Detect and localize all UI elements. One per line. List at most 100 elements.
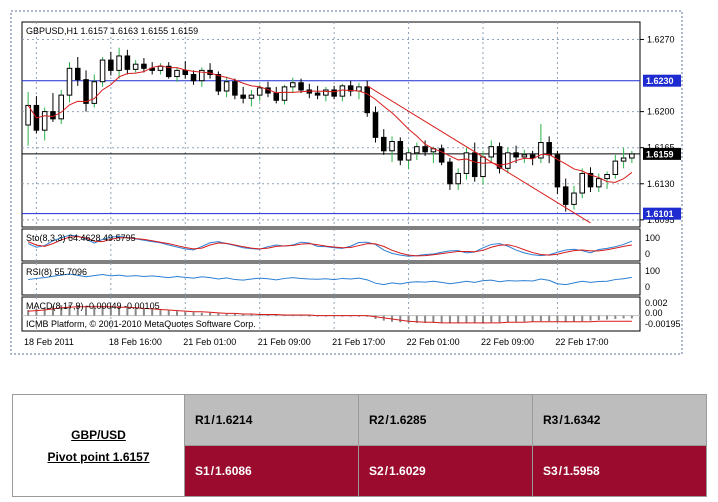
candles xyxy=(25,47,635,212)
price-tags: 1.6230 1.6159 1.6101 xyxy=(643,74,681,220)
price-tag-label: 1.6101 xyxy=(646,209,674,219)
candle-body xyxy=(232,81,238,96)
candle-body xyxy=(496,146,503,169)
candle-body xyxy=(562,186,569,205)
s3-value: 1.5958 xyxy=(563,464,600,478)
price-tag-box xyxy=(643,74,681,87)
macd-histogram-bar xyxy=(465,315,468,323)
candle-body xyxy=(174,69,180,78)
chart-selection-frame xyxy=(10,10,683,355)
macd-histogram-bar xyxy=(60,305,63,316)
macd-histogram-bar xyxy=(35,308,38,316)
price-tick-label: 1.6130 xyxy=(647,179,675,189)
candle-body xyxy=(471,152,478,178)
moving-average-line xyxy=(27,65,633,183)
macd-histogram-bar xyxy=(606,315,609,320)
candle-body xyxy=(364,86,370,114)
candle-body xyxy=(141,63,147,69)
macd-histogram-bar xyxy=(564,315,567,323)
candle-body xyxy=(438,148,445,163)
pair-label: GBP/USD xyxy=(71,427,126,442)
macd-histogram-bar xyxy=(176,311,178,316)
macd-histogram-bar xyxy=(85,305,88,316)
macd-histogram-bar xyxy=(556,315,559,322)
macd-histogram-bar xyxy=(233,313,236,316)
candle-body xyxy=(339,85,346,97)
macd-histogram-bar xyxy=(266,315,269,317)
s2-cell: S2/1.6029 xyxy=(358,445,533,497)
candle-body xyxy=(240,94,246,99)
candle-body xyxy=(165,65,172,78)
rsi-label: RSI(8) 55.7096 xyxy=(26,267,87,277)
macd-histogram-bar xyxy=(68,304,71,316)
candle-body xyxy=(463,152,470,174)
time-tick-label: 22 Feb 09:00 xyxy=(481,337,534,347)
candle-body xyxy=(74,67,81,81)
candle-body xyxy=(256,87,263,96)
candle-body xyxy=(356,86,362,92)
candle-body xyxy=(41,111,48,131)
candle-body xyxy=(604,173,610,180)
candle-body xyxy=(571,192,577,205)
macd-histogram-bar xyxy=(581,315,584,322)
time-tick-label: 22 Feb 01:00 xyxy=(407,337,460,347)
macd-histogram-bar xyxy=(109,306,112,316)
macd-histogram-bar xyxy=(275,315,278,317)
macd-histogram-bar xyxy=(473,315,476,323)
candle-body xyxy=(397,141,404,161)
pivot-cell: GBP/USD Pivot point 1.6157 xyxy=(12,394,185,497)
price-tag-label: 1.6159 xyxy=(646,149,674,159)
price-tick-label: 1.6165 xyxy=(647,143,675,153)
r3-label: R3 xyxy=(543,413,559,427)
chart-title: GBPUSD,H1 1.6157 1.6163 1.6155 1.6159 xyxy=(26,26,198,36)
macd-histogram-bar xyxy=(51,306,54,316)
pivot-point-label: Pivot point 1.6157 xyxy=(47,449,150,464)
candle-body xyxy=(505,152,511,169)
candle-body xyxy=(83,79,89,104)
candle-body xyxy=(199,69,205,82)
macd-histogram-bar xyxy=(43,307,46,316)
r1-label: R1 xyxy=(195,413,211,427)
time-tick-label: 21 Feb 09:00 xyxy=(258,337,311,347)
candle-body xyxy=(108,59,114,71)
macd-histogram-bar xyxy=(200,312,203,316)
candle-body xyxy=(331,89,337,97)
candle-body xyxy=(488,146,495,158)
macd-histogram-bar xyxy=(622,315,625,319)
moving-average xyxy=(27,65,633,183)
candle-body xyxy=(190,74,197,82)
candle-body xyxy=(157,65,164,71)
macd-histogram-bar xyxy=(76,305,79,316)
macd-histogram-bar xyxy=(415,315,418,323)
rsi-line-1 xyxy=(28,273,632,286)
macd-histogram-bar xyxy=(614,315,617,319)
candle-body xyxy=(414,146,420,154)
price-tag-box xyxy=(643,207,681,220)
macd-histogram-bar xyxy=(308,315,311,317)
stoch-line-2 xyxy=(27,236,632,257)
macd-histogram-bar xyxy=(597,315,600,321)
candle-body xyxy=(380,136,387,152)
macd-histogram-bar xyxy=(366,315,369,317)
grid xyxy=(22,22,640,331)
macd-label: MACD(8,17,9) -0.00049 -0.00105 xyxy=(26,301,160,311)
macd-histogram-bar xyxy=(225,313,228,316)
candle-body xyxy=(389,141,395,152)
candle-body xyxy=(248,94,255,99)
macd-histogram-bar xyxy=(440,315,443,323)
macd-histogram-bar xyxy=(572,315,575,322)
s2-value: 1.6029 xyxy=(389,464,426,478)
candle-body xyxy=(298,82,304,91)
candle-body xyxy=(596,178,602,188)
macd-histogram-bar xyxy=(482,315,484,323)
macd-histogram-bar xyxy=(374,315,377,319)
candle-body xyxy=(529,154,536,159)
macd-histogram-bar xyxy=(490,315,493,323)
s1-value: 1.6086 xyxy=(215,464,252,478)
candle-body xyxy=(513,152,519,158)
macd-histogram-bar xyxy=(258,314,261,316)
time-tick-label: 18 Feb 16:00 xyxy=(109,337,162,347)
time-tick-label: 21 Feb 17:00 xyxy=(332,337,385,347)
macd-histogram-bar xyxy=(457,315,460,324)
time-tick-label: 22 Feb 17:00 xyxy=(555,337,608,347)
